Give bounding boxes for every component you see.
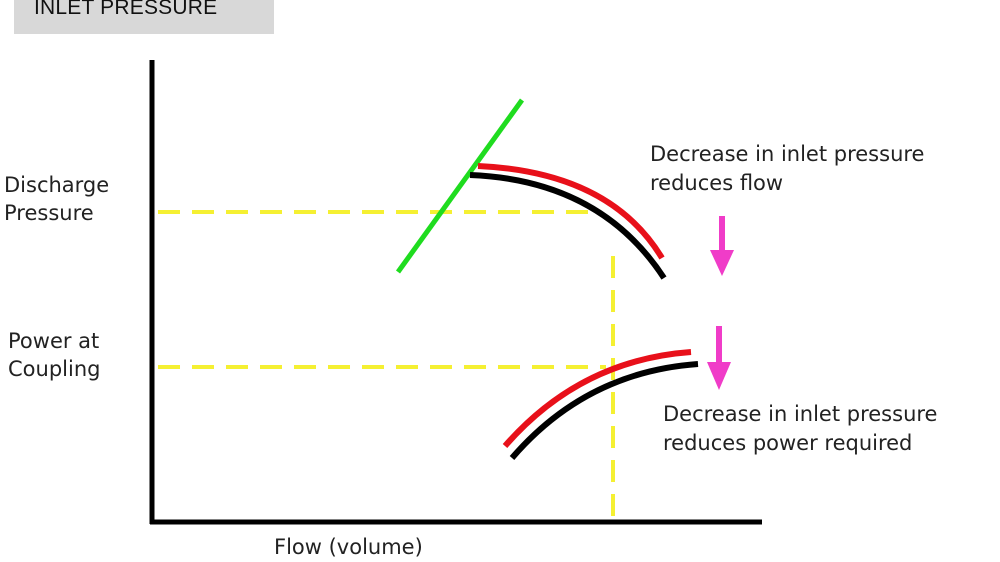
reduced-power-curve — [509, 361, 699, 460]
discharge-pressure-label-line1: Discharge — [4, 173, 110, 197]
flow-decrease-arrow-icon — [710, 216, 734, 276]
note-power-line1: Decrease in inlet pressure — [663, 402, 938, 426]
discharge-pressure-label-line2: Pressure — [4, 201, 94, 225]
power-at-coupling-label-line1: Power at — [8, 329, 100, 353]
original-power-curve — [502, 349, 692, 448]
system-curve — [395, 98, 525, 274]
power-at-coupling-label-line2: Coupling — [8, 357, 101, 381]
header-box: INLET PRESSURE — [14, 0, 274, 34]
power-decrease-arrow-icon — [707, 326, 731, 390]
x-axis-label: Flow (volume) — [274, 535, 423, 559]
original-head-curve — [477, 163, 665, 260]
note-flow-line2: reduces flow — [650, 171, 784, 195]
note-power-line2: reduces power required — [663, 431, 913, 455]
reduced-head-curve — [469, 172, 667, 280]
header-title: INLET PRESSURE — [34, 0, 218, 19]
note-flow-line1: Decrease in inlet pressure — [650, 142, 925, 166]
